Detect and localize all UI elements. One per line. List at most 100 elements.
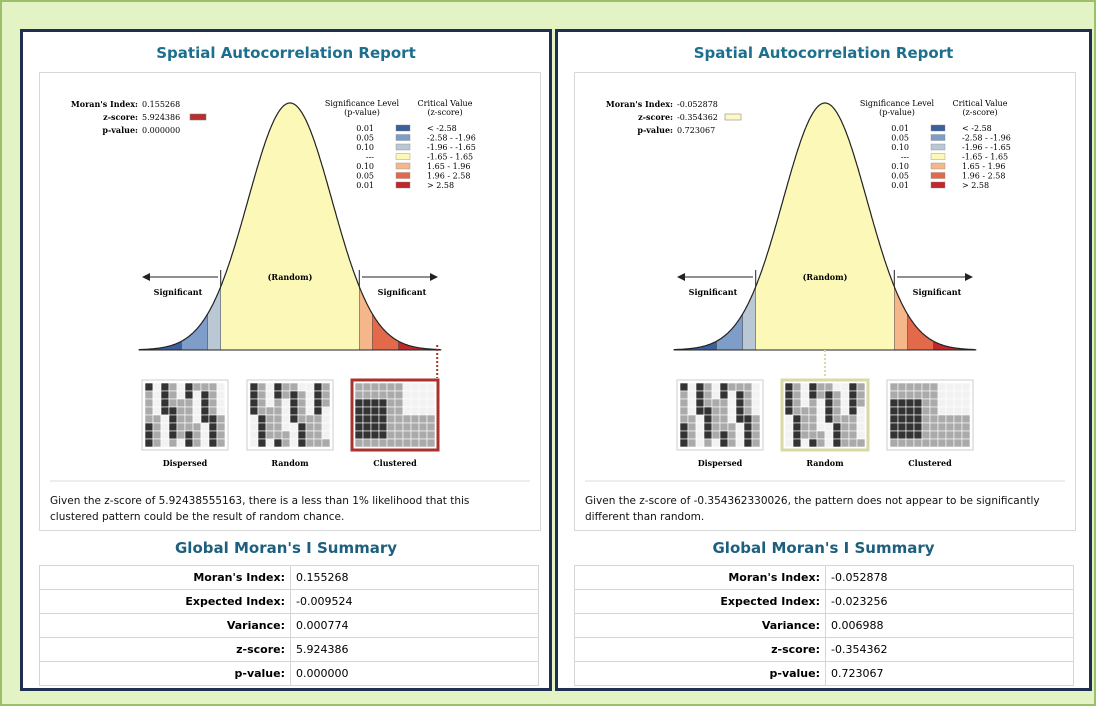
map-cell: [808, 438, 818, 448]
map-cell: [305, 406, 315, 416]
map-cell: [735, 430, 745, 440]
map-cell: [719, 422, 729, 432]
map-cell: [687, 422, 697, 432]
map-cell: [273, 398, 283, 408]
summary-row: z-score: -0.354362: [574, 637, 1074, 662]
map-cell: [152, 422, 162, 432]
map-cell: [273, 390, 283, 400]
map-cell: [321, 422, 331, 432]
legend-swatch: [395, 181, 411, 189]
map-cell: [297, 414, 307, 424]
map-cell: [297, 438, 307, 448]
map-cell: [792, 430, 802, 440]
map-cell: [362, 414, 372, 424]
map-cell: [792, 382, 802, 392]
map-cell: [856, 414, 866, 424]
map-cell: [354, 438, 364, 448]
map-cell: [848, 438, 858, 448]
map-cell: [784, 382, 794, 392]
map-cell: [703, 414, 713, 424]
map-cell: [289, 422, 299, 432]
map-cell: [832, 390, 842, 400]
map-cell: [297, 382, 307, 392]
map-cell: [929, 382, 939, 392]
map-cell: [848, 414, 858, 424]
map-cell: [418, 414, 428, 424]
map-cell: [727, 414, 737, 424]
map-cell: [913, 430, 923, 440]
map-cell: [370, 390, 380, 400]
map-cell: [808, 398, 818, 408]
map-cell: [832, 414, 842, 424]
map-cell: [711, 430, 721, 440]
map-cell: [840, 414, 850, 424]
map-cell: [784, 398, 794, 408]
map-cell: [679, 414, 689, 424]
map-cell: [273, 414, 283, 424]
map-cell: [192, 438, 202, 448]
summary-value: 5.924386: [290, 637, 539, 662]
map-cell: [144, 398, 154, 408]
map-cell: [913, 398, 923, 408]
legend-p: 0.01: [356, 124, 374, 133]
stat-value: 0.000000: [142, 126, 180, 135]
map-cell: [184, 398, 194, 408]
summary-value: -0.052878: [825, 565, 1074, 590]
legend-swatch: [930, 172, 946, 179]
map-cell: [168, 406, 178, 416]
map-cell: [273, 406, 283, 416]
map-cell: [354, 430, 364, 440]
map-cell: [273, 438, 283, 448]
map-cell: [378, 390, 388, 400]
map-cell: [913, 382, 923, 392]
map-cell: [362, 382, 372, 392]
map-cell: [832, 382, 842, 392]
map-cell: [735, 414, 745, 424]
map-cell: [184, 382, 194, 392]
map-cell: [394, 390, 404, 400]
stat-value: 5.924386: [142, 113, 180, 122]
summary-row: Expected Index: -0.023256: [574, 589, 1074, 614]
map-cell: [192, 430, 202, 440]
map-cell: [824, 430, 834, 440]
map-cell: [905, 430, 915, 440]
map-cell: [784, 390, 794, 400]
map-cell: [192, 414, 202, 424]
map-cell: [370, 438, 380, 448]
curve-region: [398, 340, 442, 351]
map-cell: [848, 430, 858, 440]
map-cell: [816, 438, 826, 448]
map-cell: [727, 430, 737, 440]
map-cell: [410, 430, 420, 440]
summary-label: Expected Index:: [574, 589, 826, 614]
map-cell: [840, 382, 850, 392]
map-cell: [410, 390, 420, 400]
map-cell: [937, 438, 947, 448]
map-cell: [889, 414, 899, 424]
map-cell: [168, 414, 178, 424]
map-cell: [394, 414, 404, 424]
map-cell: [953, 398, 963, 408]
map-cell: [792, 414, 802, 424]
map-cell: [418, 398, 428, 408]
legend-header: Critical Value: [953, 99, 1008, 108]
pattern-label: Clustered: [908, 458, 952, 468]
map-cell: [394, 406, 404, 416]
map-cell: [208, 430, 218, 440]
summary-label: z-score:: [39, 637, 291, 662]
map-cell: [695, 438, 705, 448]
summary-row: Variance: 0.000774: [39, 613, 539, 638]
map-cell: [362, 430, 372, 440]
map-cell: [816, 414, 826, 424]
map-cell: [816, 398, 826, 408]
map-cell: [208, 438, 218, 448]
map-cell: [281, 382, 291, 392]
map-cell: [897, 422, 907, 432]
map-cell: [703, 398, 713, 408]
stat-label: z-score:: [638, 112, 673, 122]
map-cell: [200, 398, 210, 408]
map-cell: [832, 422, 842, 432]
map-cell: [679, 438, 689, 448]
legend-header: (p-value): [879, 108, 915, 117]
map-cell: [216, 430, 226, 440]
